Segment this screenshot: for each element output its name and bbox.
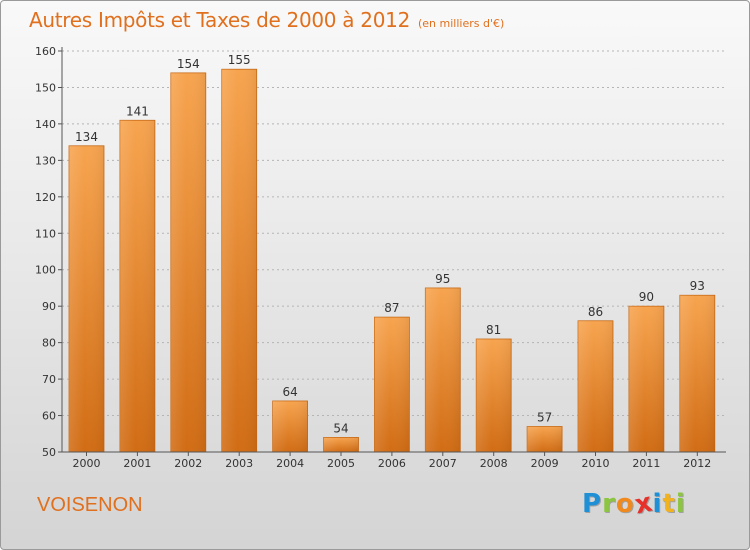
x-tick-label: 2002 (174, 457, 202, 470)
y-tick-label: 90 (42, 300, 56, 313)
bar-highlight (221, 69, 257, 453)
x-axis-ticks: 2000 2001 2002 2003 2004 2005 2006 2007 2008 2009… (73, 452, 711, 470)
chart-title: Autres Impôts et Taxes de 2000 à 2012 (en… (29, 8, 504, 32)
data-label: 134 (75, 130, 98, 144)
x-tick-label: 2007 (429, 457, 457, 470)
bar-highlight (628, 306, 664, 452)
data-label: 86 (588, 305, 603, 319)
x-tick-label: 2006 (378, 457, 406, 470)
chart-subtitle: (en milliers d'€) (418, 17, 505, 30)
chart-title-text: Autres Impôts et Taxes de 2000 à 2012 (29, 8, 410, 32)
logo-letter: i (652, 489, 663, 519)
logo-letter: r (602, 489, 616, 519)
bars (68, 68, 716, 453)
logo-letter: t (662, 489, 676, 519)
x-tick-label: 2008 (480, 457, 508, 470)
x-tick-label: 2000 (73, 457, 101, 470)
x-tick-label: 2005 (327, 457, 355, 470)
y-tick-label: 60 (42, 410, 56, 423)
bar-highlight (476, 338, 512, 452)
bar-highlight (527, 426, 563, 452)
bar-highlight (578, 320, 613, 452)
x-tick-label: 2011 (632, 457, 660, 470)
y-tick-label: 80 (42, 337, 56, 350)
logo-letter: P (582, 489, 603, 519)
x-tick-label: 2003 (225, 457, 253, 470)
x-tick-label: 2012 (683, 457, 711, 470)
data-label: 64 (282, 385, 297, 399)
x-tick-label: 2001 (123, 457, 151, 470)
data-label: 90 (639, 290, 654, 304)
bar-highlight (119, 120, 155, 452)
data-label: 155 (228, 53, 251, 67)
logo-letter: o (615, 489, 635, 519)
data-labels: 134 141 154 155 64 54 87 95 81 57 86 90 93 (75, 53, 705, 435)
y-tick-label: 160 (35, 45, 56, 58)
data-label: 87 (384, 301, 399, 315)
bar-highlight (323, 437, 359, 452)
data-label: 93 (690, 279, 705, 293)
y-tick-label: 110 (35, 227, 56, 240)
data-label: 57 (537, 410, 552, 424)
commune-name: VOISENON (37, 494, 143, 516)
bar-highlight (170, 72, 206, 452)
bar-highlight (679, 295, 715, 452)
x-tick-label: 2004 (276, 457, 304, 470)
y-tick-label: 120 (35, 191, 56, 204)
y-tick-label: 100 (35, 264, 56, 277)
y-tick-label: 130 (35, 154, 56, 167)
axes (61, 47, 726, 453)
x-tick-label: 2010 (582, 457, 610, 470)
data-label: 54 (333, 421, 348, 435)
data-label: 141 (126, 104, 149, 118)
y-axis-ticks: 50 60 70 80 90 100 110 120 130 140 150 160 (35, 45, 62, 459)
bar-highlight (272, 400, 308, 452)
data-label: 154 (177, 57, 200, 71)
data-label: 95 (435, 272, 450, 286)
logo-letter: i (675, 489, 686, 519)
bar-highlight (69, 145, 104, 453)
y-tick-label: 50 (42, 446, 56, 459)
x-tick-label: 2009 (531, 457, 559, 470)
y-tick-label: 140 (35, 118, 56, 131)
data-label: 81 (486, 323, 501, 337)
y-tick-label: 70 (42, 373, 56, 386)
y-tick-label: 150 (35, 81, 56, 94)
proxiti-logo[interactable]: Proxiti (582, 487, 686, 520)
bar-highlight (374, 317, 410, 452)
bar-highlight (425, 287, 461, 452)
